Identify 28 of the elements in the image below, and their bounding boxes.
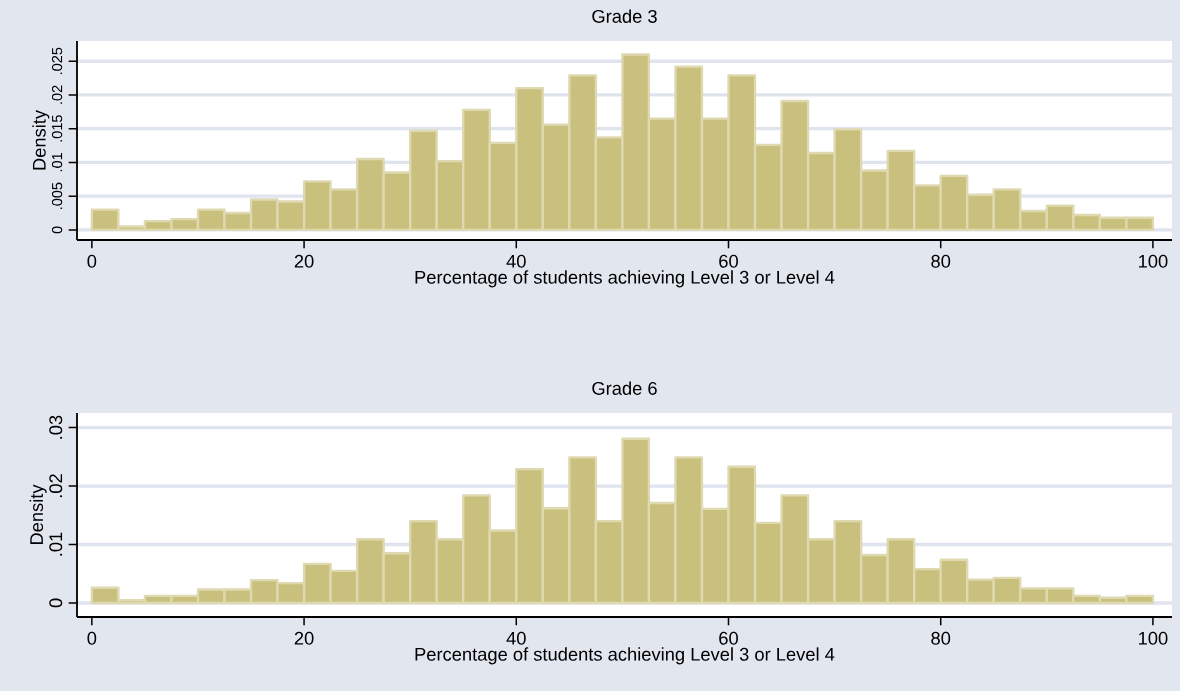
y-tick-label: .025	[51, 47, 63, 75]
y-axis-title: Density	[29, 484, 47, 545]
x-tick-label: 100	[1139, 631, 1168, 645]
x-tick-label: 60	[719, 631, 738, 645]
y-tick-label: .02	[49, 474, 63, 498]
x-tick-label: 100	[1139, 254, 1168, 268]
x-tick-label: 80	[931, 631, 951, 645]
y-tick-label: .015	[51, 115, 63, 142]
x-tick-label: 60	[719, 254, 738, 268]
x-tick-label: 0	[87, 631, 97, 645]
y-tick-label: 0	[49, 598, 63, 608]
y-tick-label: .01	[51, 153, 63, 172]
chart-title: Grade 3	[592, 9, 657, 23]
chart-title: Grade 6	[592, 381, 657, 395]
x-axis-title: Percentage of students achieving Level 3 or Level 4	[415, 270, 835, 288]
x-tick-label: 40	[506, 254, 526, 268]
x-tick-label: 20	[294, 254, 314, 268]
y-axis-title: Density	[32, 109, 50, 170]
y-tick-label: .01	[49, 532, 63, 556]
y-tick-label: .03	[49, 415, 63, 439]
x-tick-label: 80	[931, 254, 951, 268]
x-axis-title: Percentage of students achieving Level 3 or Level 4	[415, 647, 835, 665]
x-tick-label: 40	[506, 631, 526, 645]
x-tick-label: 20	[294, 631, 314, 645]
y-tick-label: 0	[51, 226, 63, 234]
y-tick-label: .005	[51, 182, 63, 209]
y-tick-label: .02	[51, 85, 63, 104]
x-tick-label: 0	[87, 254, 97, 268]
